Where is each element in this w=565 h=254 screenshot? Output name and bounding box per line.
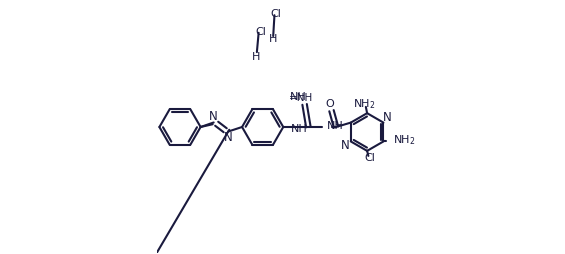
Text: Cl: Cl [271,9,282,19]
Text: NH: NH [291,124,307,134]
Text: N: N [383,111,392,124]
Text: N: N [209,110,218,123]
Text: H: H [269,34,277,44]
Text: NH: NH [290,92,307,102]
Text: NH: NH [327,121,344,131]
Text: H: H [252,52,260,62]
Text: Cl: Cl [256,26,267,37]
Text: N: N [341,139,350,152]
Text: N: N [224,131,233,144]
Text: Cl: Cl [364,153,376,163]
Text: O: O [325,99,334,109]
Text: NH$_2$: NH$_2$ [353,98,376,111]
Text: NH$_2$: NH$_2$ [393,133,415,147]
Text: =NH: =NH [289,93,313,103]
